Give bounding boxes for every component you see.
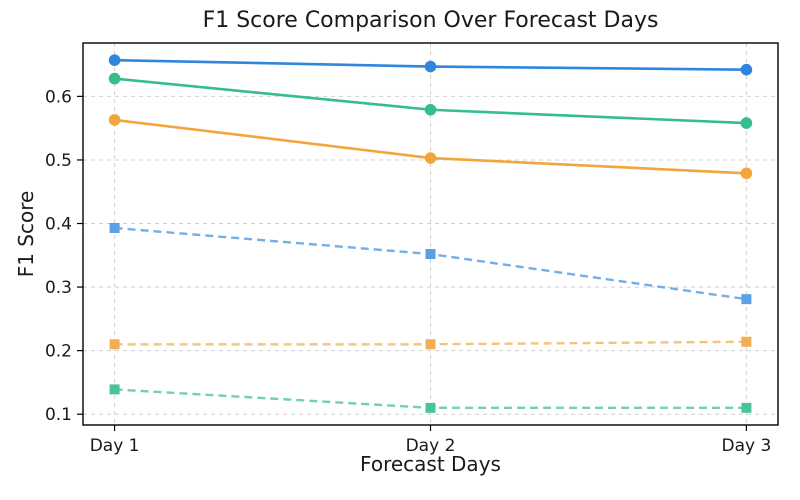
y-tick-label: 0.4 bbox=[45, 215, 72, 235]
data-point-dashed-lightorange-squares bbox=[741, 336, 752, 347]
data-point-dashed-lightgreen-squares bbox=[425, 402, 436, 413]
data-point-solid-green-circles bbox=[108, 72, 121, 85]
y-tick-label: 0.6 bbox=[45, 87, 72, 107]
y-tick-label: 0.3 bbox=[45, 278, 72, 298]
data-point-solid-blue-circles bbox=[108, 54, 121, 66]
data-point-solid-orange-circles bbox=[108, 114, 121, 126]
x-tick-label: Day 3 bbox=[722, 436, 772, 456]
data-point-dashed-lightblue-squares bbox=[425, 249, 436, 260]
data-point-dashed-lightblue-squares bbox=[741, 294, 752, 305]
data-point-dashed-lightorange-squares bbox=[425, 339, 436, 350]
data-point-dashed-lightorange-squares bbox=[109, 339, 120, 350]
data-point-solid-green-circles bbox=[740, 117, 753, 129]
data-point-solid-orange-circles bbox=[740, 167, 753, 180]
data-point-solid-blue-circles bbox=[424, 60, 437, 73]
data-point-dashed-lightblue-squares bbox=[109, 222, 120, 233]
x-tick-label: Day 2 bbox=[406, 436, 456, 456]
y-tick-label: 0.5 bbox=[45, 151, 72, 171]
y-tick-label: 0.2 bbox=[45, 342, 72, 362]
y-tick-label: 0.1 bbox=[45, 405, 72, 425]
data-point-dashed-lightgreen-squares bbox=[741, 402, 752, 413]
x-axis-label: Forecast Days bbox=[360, 452, 501, 476]
data-point-solid-blue-circles bbox=[740, 63, 753, 76]
data-point-solid-green-circles bbox=[424, 103, 437, 116]
chart-title: F1 Score Comparison Over Forecast Days bbox=[202, 8, 659, 33]
data-point-dashed-lightgreen-squares bbox=[109, 384, 120, 395]
data-point-solid-orange-circles bbox=[424, 152, 437, 164]
x-tick-label: Day 1 bbox=[90, 436, 140, 456]
